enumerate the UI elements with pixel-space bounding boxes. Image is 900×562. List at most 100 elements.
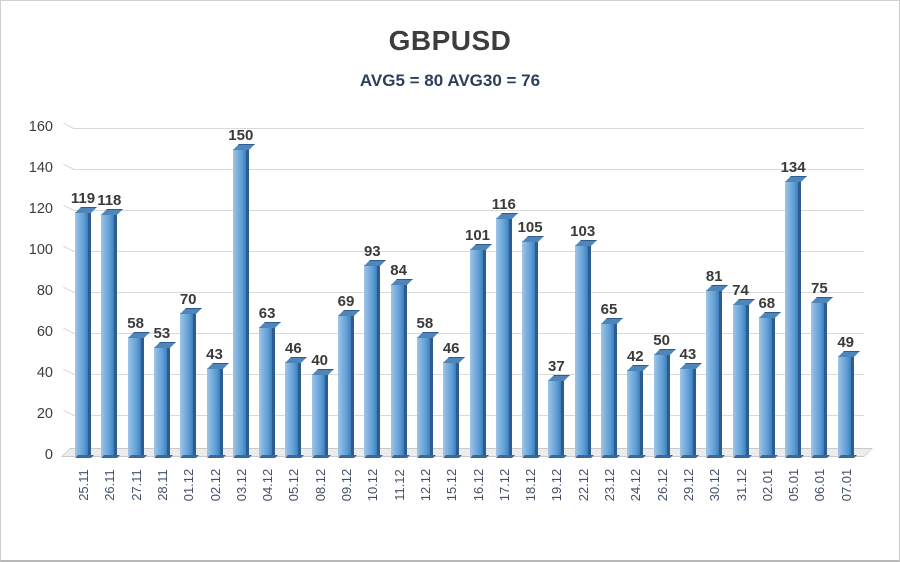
bar	[758, 316, 775, 456]
x-tick-label: 22.12	[575, 468, 591, 502]
y-tick-label: 120	[28, 201, 53, 217]
y-tick-label: 0	[44, 447, 53, 463]
y-tick-label: 20	[36, 406, 53, 422]
x-tick-label: 02.12	[207, 468, 223, 502]
bar	[311, 374, 328, 456]
bar-value-label: 70	[179, 290, 197, 308]
bar-value-label: 50	[653, 331, 670, 349]
x-tick-label: 26.12	[654, 468, 670, 502]
y-tick-label: 140	[28, 160, 53, 176]
x-tick-label: 31.12	[733, 468, 749, 502]
y-tick-label: 60	[36, 324, 53, 340]
bar-value-label: 101	[464, 226, 491, 244]
bar-value-label: 119	[70, 190, 96, 208]
gridline	[73, 251, 864, 252]
x-tick-label: 15.12	[444, 468, 460, 502]
bar	[390, 283, 407, 456]
bar-value-label: 58	[127, 315, 144, 333]
bar	[601, 322, 617, 456]
bar-value-label: 63	[258, 304, 276, 322]
x-tick-label: 07.01	[838, 468, 854, 502]
bar	[127, 337, 144, 456]
bar	[653, 353, 670, 456]
bar-value-label: 40	[311, 352, 329, 369]
x-tick-label: 03.12	[233, 468, 249, 502]
x-tick-label: 27.11	[128, 469, 144, 501]
bar-value-label: 84	[390, 261, 407, 279]
bar-value-label: 42	[626, 347, 644, 365]
bar	[180, 312, 197, 456]
bar	[75, 212, 91, 456]
x-tick-label: 04.12	[260, 468, 276, 502]
bar-value-label: 46	[442, 339, 460, 357]
bar	[469, 248, 486, 456]
x-tick-label: 09.12	[339, 468, 354, 502]
bar	[837, 355, 854, 456]
x-tick-label: 08.12	[312, 468, 328, 502]
bar	[285, 361, 302, 456]
bar-value-label: 43	[206, 345, 223, 363]
x-tick-label: 17.12	[496, 468, 512, 502]
bar-value-label: 116	[491, 196, 516, 214]
gridline	[73, 128, 864, 129]
bar-value-label: 81	[705, 267, 723, 285]
y-tick-label: 100	[28, 242, 53, 258]
bar-value-label: 43	[679, 345, 697, 363]
bar	[574, 244, 591, 456]
bar-value-label: 58	[416, 315, 434, 333]
gridline	[73, 333, 864, 334]
bar	[259, 326, 276, 456]
y-tick-label: 80	[36, 283, 53, 299]
bar	[706, 289, 723, 456]
x-tick-label: 19.12	[549, 468, 565, 502]
bar-value-label: 74	[732, 282, 749, 300]
bar-value-label: 105	[517, 218, 543, 236]
y-tick-label: 40	[36, 365, 53, 381]
bar	[443, 361, 460, 456]
chart-subtitle: AVG5 = 80 AVG30 = 76	[359, 71, 541, 90]
bar	[548, 380, 565, 456]
x-tick-label: 01.12	[181, 468, 197, 502]
bar-value-label: 37	[548, 358, 565, 376]
bar	[101, 214, 118, 456]
bar-value-label: 65	[600, 300, 618, 318]
bar	[338, 314, 354, 456]
bar	[364, 265, 381, 456]
bar	[627, 369, 644, 456]
bar-value-label: 118	[97, 192, 122, 210]
bar-value-label: 103	[570, 222, 596, 240]
bar	[785, 181, 802, 456]
x-tick-label: 26.11	[102, 469, 118, 501]
x-tick-label: 02.01	[759, 468, 775, 502]
gridline	[73, 169, 864, 170]
x-tick-label: 24.12	[628, 468, 644, 502]
bar-value-label: 68	[758, 294, 776, 312]
bar-value-label: 69	[337, 292, 355, 310]
x-tick-label: 11.12	[391, 469, 407, 501]
x-tick-label: 16.12	[470, 468, 486, 502]
x-tick-label: 23.12	[602, 468, 617, 502]
bar	[206, 367, 223, 456]
x-tick-label: 12.12	[417, 468, 433, 502]
bar-value-label: 93	[363, 243, 381, 261]
gridline	[73, 374, 864, 375]
bar	[679, 367, 696, 456]
bar	[732, 304, 749, 456]
bar-value-label: 53	[153, 325, 171, 343]
x-tick-label: 30.12	[707, 468, 723, 502]
bar	[232, 148, 249, 456]
bar-value-label: 49	[837, 333, 855, 351]
bar	[495, 218, 512, 456]
chart-title: GBPUSD	[388, 25, 512, 56]
x-tick-label: 18.12	[523, 468, 539, 502]
x-tick-label: 10.12	[365, 468, 381, 502]
bar-value-label: 150	[228, 126, 254, 144]
bar-value-label: 134	[780, 159, 806, 177]
bar-value-label: 46	[285, 339, 302, 357]
x-tick-label: 25.11	[76, 469, 91, 501]
